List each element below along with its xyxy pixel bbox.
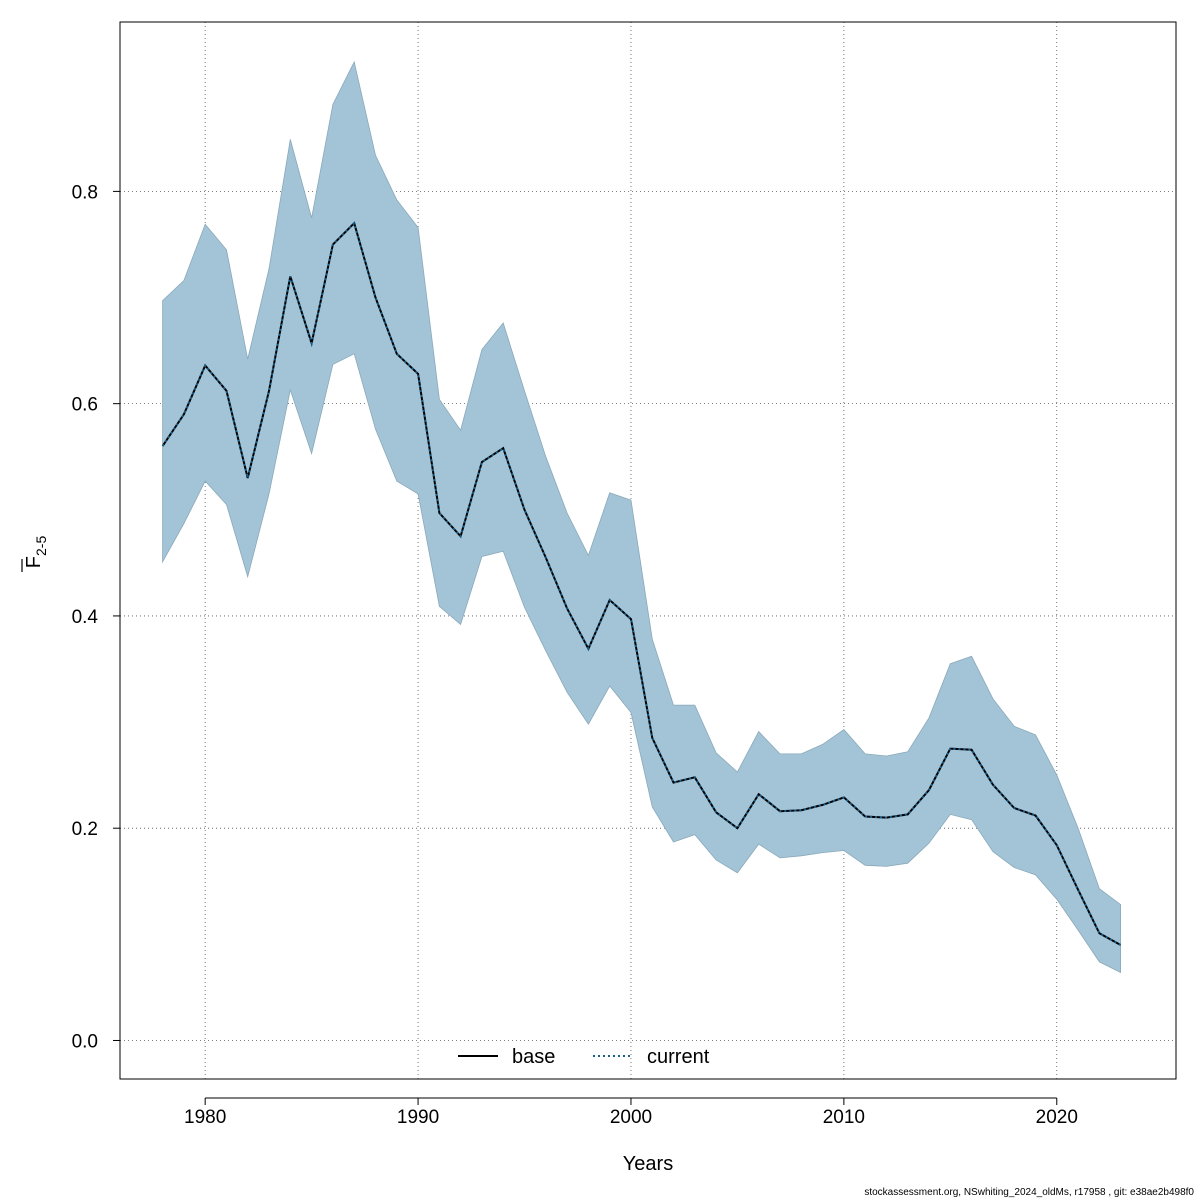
x-axis-title: Years (623, 1153, 673, 1175)
legend-base-label: base (512, 1046, 555, 1068)
confidence-band (162, 60, 1121, 974)
x-tick-label: 1980 (184, 1107, 226, 1128)
y-tick-label: 0.8 (72, 182, 98, 203)
y-axis: 0.0 0.2 0.4 0.6 0.8 (72, 182, 121, 1052)
series-line-current (161, 221, 1122, 946)
series-lines-group (161, 221, 1122, 946)
y-tick-label: 0.2 (72, 819, 98, 840)
y-axis-title: F2-5 (21, 536, 49, 572)
y-axis-title-sub: 2-5 (33, 536, 49, 556)
legend-current-label: current (647, 1046, 710, 1068)
x-tick-label: 2000 (610, 1107, 652, 1128)
y-tick-label: 0.0 (72, 1031, 98, 1052)
x-tick-label: 2010 (823, 1107, 865, 1128)
x-tick-label: 2020 (1036, 1107, 1078, 1128)
footer-credit: stockassessment.org, NSwhiting_2024_oldM… (864, 1187, 1194, 1198)
y-axis-title-main: F (23, 556, 45, 568)
confidence-band-group (162, 60, 1121, 974)
y-tick-label: 0.6 (72, 395, 98, 416)
x-axis: 1980 1990 2000 2010 2020 (184, 1097, 1078, 1128)
legend: base current (458, 1046, 710, 1068)
x-tick-label: 1990 (397, 1107, 439, 1128)
svg-text:F2-5: F2-5 (23, 536, 49, 569)
y-tick-label: 0.4 (72, 607, 99, 628)
